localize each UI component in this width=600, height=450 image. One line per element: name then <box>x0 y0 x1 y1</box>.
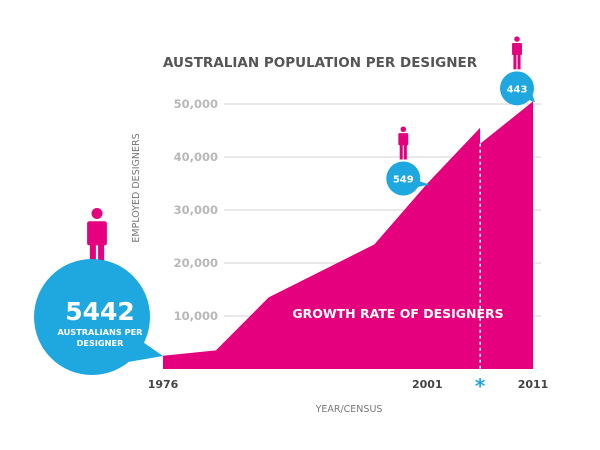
person-icon <box>512 36 522 70</box>
bubble-subtitle: AUSTRALIANS PER <box>58 327 144 337</box>
bubble-circle <box>386 161 421 196</box>
asterisk-marker: * <box>475 374 486 398</box>
person-body <box>512 42 522 56</box>
x-axis-label: YEAR/CENSUS <box>315 404 383 415</box>
x-tick-labels: 1976 2001 2011 <box>148 378 549 391</box>
area-label: GROWTH RATE OF DESIGNERS <box>292 306 503 321</box>
bubble-tail <box>128 340 163 362</box>
bubble-value: 443 <box>507 84 528 95</box>
x-tick-label: 2001 <box>412 378 443 391</box>
person-leg <box>98 243 105 274</box>
person-icon <box>398 126 409 160</box>
y-tick-labels: 10,000 20,000 30,000 40,000 50,000 <box>174 97 218 323</box>
x-tick-label: 2011 <box>518 378 549 391</box>
bubble-circle <box>500 71 534 106</box>
person-leg <box>513 53 517 70</box>
person-leg <box>399 144 403 160</box>
y-axis-label: EMPLOYED DESIGNERS <box>131 133 142 242</box>
person-head <box>514 36 520 42</box>
bubble-443: 443 <box>500 36 535 106</box>
person-leg <box>89 243 96 274</box>
person-leg <box>517 53 521 70</box>
person-leg <box>403 144 407 160</box>
person-icon <box>87 208 107 274</box>
y-tick-label: 40,000 <box>174 150 218 164</box>
person-body <box>398 133 409 146</box>
growth-area <box>163 101 533 370</box>
x-tick-label: 1976 <box>148 378 179 391</box>
bubble-subtitle: DESIGNER <box>77 338 124 348</box>
person-head <box>400 126 407 132</box>
y-tick-label: 20,000 <box>174 256 218 270</box>
y-tick-label: 10,000 <box>174 309 218 323</box>
chart-title: AUSTRALIAN POPULATION PER DESIGNER <box>163 55 478 71</box>
bubble-value: 5442 <box>65 297 135 326</box>
bubble-circle <box>34 259 150 375</box>
person-head <box>91 208 103 219</box>
bubble-value: 549 <box>393 175 414 186</box>
bubble-549: 549 <box>386 126 430 196</box>
y-tick-label: 30,000 <box>174 203 218 217</box>
y-tick-label: 50,000 <box>174 97 218 111</box>
person-body <box>87 221 107 246</box>
